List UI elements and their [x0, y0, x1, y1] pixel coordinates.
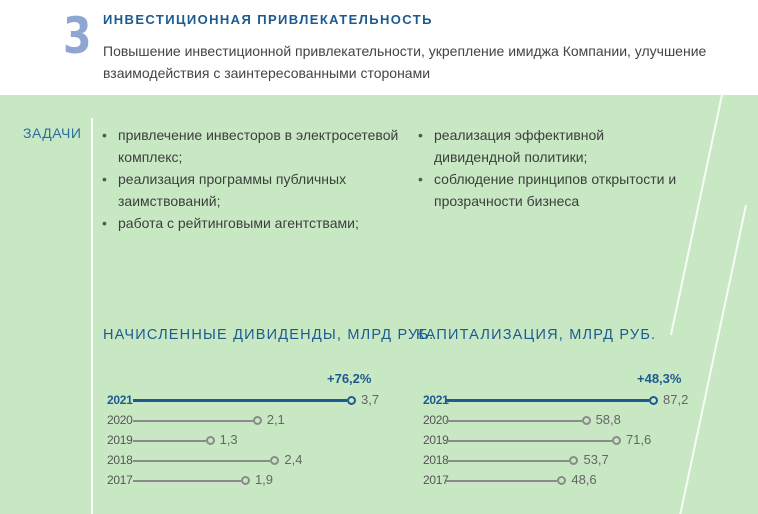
task-item: реализация программы публичных заимствов… [100, 168, 400, 212]
year-label: 2019 [107, 433, 133, 447]
task-item: соблюдение принципов открытости и прозра… [416, 168, 686, 212]
bar [446, 440, 612, 442]
bar [133, 480, 241, 482]
tasks-list-2: реализация эффективной дивидендной полит… [416, 124, 686, 212]
bar [446, 480, 558, 482]
growth-label: +48,3% [637, 371, 682, 386]
bar [133, 399, 347, 402]
tasks-label: ЗАДАЧИ [23, 125, 82, 141]
task-item: привлечение инвесторов в электросетевой … [100, 124, 400, 168]
section-description: Повышение инвестиционной привлекательнос… [103, 43, 707, 81]
year-label: 2017 [423, 473, 449, 487]
bar-end-dot-icon [569, 456, 579, 465]
section-title: ИНВЕСТИЦИОННАЯ ПРИВЛЕКАТЕЛЬНОСТЬ [103, 12, 433, 27]
tasks-list-1: привлечение инвесторов в электросетевой … [100, 124, 400, 234]
bar-end-dot-icon [205, 436, 215, 445]
bar-end-dot-icon [347, 396, 356, 405]
section-header: 3 ИНВЕСТИЦИОННАЯ ПРИВЛЕКАТЕЛЬНОСТЬ Повыш… [0, 0, 758, 95]
bar [446, 399, 649, 402]
bar-end-dot-icon [557, 476, 567, 485]
growth-label: +76,2% [327, 371, 372, 386]
year-label: 2021 [423, 393, 449, 407]
value-label: 2,4 [284, 452, 303, 467]
year-label: 2017 [107, 473, 133, 487]
value-label: 53,7 [583, 452, 609, 467]
bar [446, 460, 570, 462]
value-label: 3,7 [361, 392, 380, 407]
value-label: 1,3 [219, 432, 238, 447]
bar [446, 420, 582, 422]
value-label: 48,6 [571, 472, 597, 487]
year-label: 2020 [423, 413, 449, 427]
bar-end-dot-icon [581, 416, 591, 425]
value-label: 2,1 [266, 412, 285, 427]
year-label: 2019 [423, 433, 449, 447]
year-label: 2018 [107, 453, 133, 467]
bar [133, 420, 253, 422]
bar-end-dot-icon [649, 396, 658, 405]
bar-end-dot-icon [252, 416, 262, 425]
value-label: 58,8 [595, 412, 621, 427]
year-label: 2021 [107, 393, 133, 407]
value-label: 87,2 [663, 392, 689, 407]
bar [133, 440, 206, 442]
year-label: 2020 [107, 413, 133, 427]
bar-end-dot-icon [611, 436, 621, 445]
year-label: 2018 [423, 453, 449, 467]
vertical-divider [91, 118, 93, 514]
bar-end-dot-icon [240, 476, 250, 485]
value-label: 71,6 [625, 432, 652, 447]
bar-end-dot-icon [270, 456, 280, 465]
dividends-chart-title: НАЧИСЛЕННЫЕ ДИВИДЕНДЫ, МЛРД РУБ. [103, 327, 435, 343]
task-item: реализация эффективной дивидендной полит… [416, 124, 686, 168]
section-number: 3 [63, 7, 92, 65]
capitalization-chart-title: КАПИТАЛИЗАЦИЯ, МЛРД РУБ. [416, 327, 657, 343]
content-panel: ЗАДАЧИ привлечение инвесторов в электрос… [0, 95, 758, 514]
value-label: 1,9 [254, 472, 274, 487]
bar [133, 460, 271, 462]
task-item: работа с рейтинговыми агентствами; [100, 212, 400, 234]
